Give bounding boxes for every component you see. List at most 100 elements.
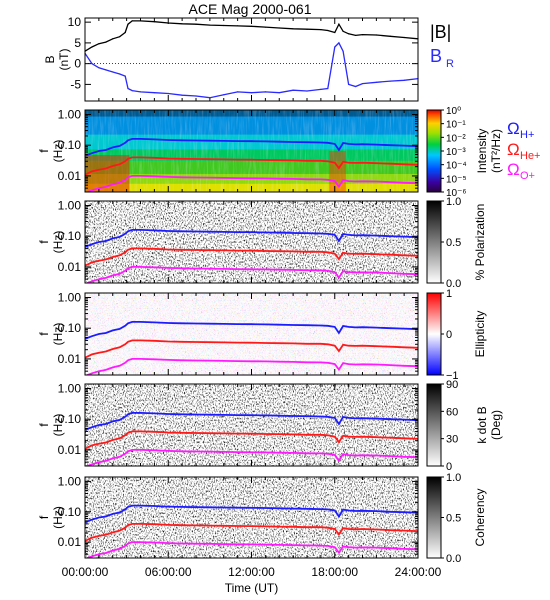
y-tick-label: 1.00 — [58, 107, 82, 121]
gyrofrequency-line-he-plus — [85, 339, 418, 359]
y-tick-label: 1.00 — [58, 198, 82, 212]
y-tick-label: 10 — [68, 15, 82, 29]
y-tick-label: 0.01 — [58, 443, 82, 457]
y-tick-label: 0.01 — [58, 260, 82, 274]
data-point — [91, 46, 93, 48]
intensity-panel: 1.00 0.10 0.01 f (Hz) 10⁰ 10⁻¹ 10⁻² 10⁻³ 10⁻⁴ 10⁻⁵… — [37, 106, 503, 199]
y-tick-label: 1.00 — [58, 474, 82, 488]
kdotb-image — [85, 384, 418, 466]
colorbar-tick-label: −1 — [446, 370, 459, 382]
y-tick-label: 0 — [74, 57, 81, 71]
ellipticity-image — [85, 293, 418, 375]
colorbar-tick-label: 1.0 — [446, 196, 461, 208]
kdotb-ylabel-line: f — [37, 423, 51, 427]
data-point — [153, 92, 155, 94]
data-point — [264, 91, 266, 93]
polarization-image — [85, 201, 418, 283]
kdotb-colorbar-label-line: k dot B — [475, 406, 489, 443]
gyrofrequency-line-h-plus — [85, 411, 418, 431]
coherency-colorbar-label: Coherency — [473, 488, 487, 546]
data-point — [124, 31, 126, 34]
data-point — [223, 94, 225, 96]
gyrofrequency-line-he-plus — [85, 523, 418, 542]
data-point — [389, 35, 391, 37]
data-point — [91, 63, 93, 65]
polarization-colorbar-label-line: % Polarization — [473, 204, 487, 281]
coherency-ylabel: f (Hz) — [37, 506, 65, 529]
data-point — [127, 87, 129, 90]
data-point — [105, 69, 107, 71]
intensity-colorbar-label-line: (nT²/Hz) — [489, 129, 503, 173]
gyrofrequency-line-h-plus — [85, 137, 418, 157]
data-point — [389, 80, 391, 82]
ellipticity-ylabel: f (Hz) — [37, 323, 65, 346]
y-tick-label: 0.10 — [58, 505, 82, 519]
kdotb-ylabel-line: (Hz) — [51, 414, 65, 437]
polarization-colorbar-label: % Polarization — [473, 204, 487, 281]
x-axis-label: Time (UT) — [225, 581, 279, 595]
gyrofrequency-line-h-plus — [85, 320, 418, 340]
gyrofrequency-line-o-plus — [85, 357, 418, 375]
data-point — [403, 79, 405, 81]
y-tick-label: 0.01 — [58, 169, 82, 183]
data-point — [361, 82, 364, 85]
ellipticity-panel: 1.00 0.10 0.01 f (Hz) 1 0 −1 Ellipticity — [37, 288, 487, 382]
legend-omega-subscript: He+ — [520, 150, 541, 162]
gyrofrequency-line-o-plus — [85, 448, 418, 466]
colorbar-tick-label: 0.5 — [446, 237, 461, 249]
legend-b-radial: B — [430, 46, 442, 66]
colorbar-tick-label: 0.0 — [446, 553, 461, 565]
gyrofrequency-line-h-plus — [85, 504, 418, 524]
legend-omega-subscript: O+ — [520, 170, 535, 182]
field-ylabel-line: B — [43, 55, 57, 63]
data-point — [112, 71, 114, 73]
kdotb-texture — [85, 384, 418, 466]
gyrofrequency-line-o-plus — [85, 174, 418, 192]
polarization-ylabel-line: (Hz) — [51, 231, 65, 254]
data-point — [105, 41, 107, 43]
colorbar-tick-label: 10⁰ — [446, 106, 461, 117]
coherency-image — [85, 477, 418, 558]
data-point — [327, 29, 329, 32]
data-point — [98, 67, 100, 69]
data-point — [375, 34, 377, 36]
y-tick-label: 0.10 — [58, 412, 82, 426]
data-point — [320, 29, 322, 31]
data-point — [320, 88, 322, 90]
kdotb-panel: 1.00 0.10 0.01 f (Hz) 90 60 30 0 k dot B (Deg) — [37, 379, 503, 473]
gyrofrequency-line-he-plus — [85, 430, 418, 450]
series-line-b-magnitude — [84, 20, 419, 52]
data-point — [237, 25, 239, 27]
intensity-texture — [85, 110, 418, 192]
data-point — [348, 83, 350, 85]
intensity-colorbar — [426, 109, 442, 193]
y-tick-label: 0.10 — [58, 229, 82, 243]
data-point — [348, 33, 350, 35]
data-point — [181, 94, 183, 96]
data-point — [124, 75, 126, 77]
colorbar-tick-label: 10⁻¹ — [446, 120, 466, 131]
data-point — [98, 43, 100, 45]
colorbar-tick-label: 1.0 — [446, 472, 461, 484]
colorbar-tick-label: 10⁻³ — [446, 147, 466, 158]
data-point — [131, 90, 133, 92]
figure-title: ACE Mag 2000-061 — [189, 1, 312, 17]
ellipticity-colorbar-label-line: Ellipticity — [473, 311, 487, 358]
ellipticity-ylabel-line: f — [37, 332, 51, 336]
data-point — [167, 92, 169, 95]
colorbar-tick-label: 30 — [446, 434, 458, 446]
data-point — [338, 42, 340, 44]
data-point — [334, 31, 336, 34]
data-point — [342, 30, 344, 32]
data-point — [119, 36, 121, 38]
x-tick-label: 18:00:00 — [311, 565, 358, 579]
data-point — [338, 23, 340, 25]
x-tick-label: 12:00:00 — [228, 565, 275, 579]
polarization-panel: 1.00 0.10 0.01 f (Hz) 1.0 0.5 0.0 % Polarization — [37, 196, 487, 290]
gyrofrequency-line-o-plus — [85, 265, 418, 283]
data-point — [278, 92, 280, 94]
y-tick-label: 0.01 — [58, 535, 82, 549]
field-ylabel-line: (nT) — [57, 49, 71, 71]
data-point — [153, 21, 155, 23]
